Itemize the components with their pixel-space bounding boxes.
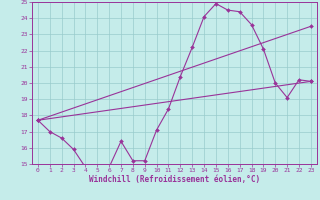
- X-axis label: Windchill (Refroidissement éolien,°C): Windchill (Refroidissement éolien,°C): [89, 175, 260, 184]
